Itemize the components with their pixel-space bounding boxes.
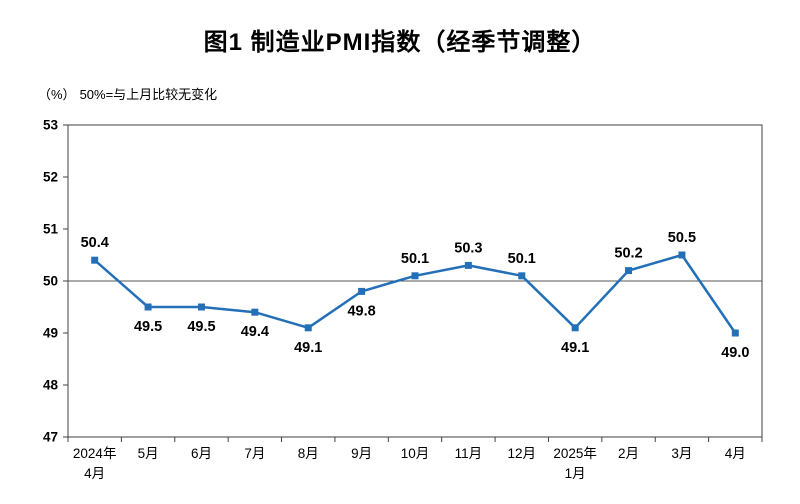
data-point-label: 50.4	[81, 235, 109, 251]
data-point-marker	[304, 324, 312, 332]
data-point-label: 50.1	[508, 251, 536, 267]
data-point-marker	[518, 272, 526, 280]
x-axis-tick-label: 6月	[191, 446, 212, 461]
data-point-marker	[731, 329, 739, 337]
data-point-label: 50.2	[614, 246, 642, 262]
y-axis-unit-label: （%）	[38, 87, 76, 102]
data-point-marker	[625, 267, 633, 275]
y-axis-tick-label: 48	[43, 378, 59, 393]
x-axis-tick-label: 2024年	[73, 446, 117, 461]
reference-note: 50%=与上月比较无变化	[79, 87, 218, 102]
x-axis-tick-label: 4月	[725, 446, 746, 461]
data-point-label: 50.5	[668, 230, 696, 246]
x-axis-tick-label: 2025年	[553, 446, 597, 461]
y-axis-tick-label: 52	[43, 170, 58, 185]
data-point-label: 49.1	[561, 340, 589, 356]
data-point-label: 49.5	[187, 319, 215, 335]
data-point-marker	[571, 324, 579, 332]
x-axis-tick-label: 2月	[618, 446, 639, 461]
data-point-marker	[197, 303, 205, 311]
data-point-label: 49.5	[134, 319, 162, 335]
x-axis-tick-label: 12月	[508, 446, 537, 461]
data-point-marker	[144, 303, 152, 311]
y-axis-tick-label: 47	[43, 430, 58, 445]
data-point-label: 49.1	[294, 340, 322, 356]
data-point-label: 49.0	[721, 345, 749, 361]
data-point-marker	[678, 251, 686, 259]
data-point-label: 49.8	[347, 303, 375, 319]
x-axis-tick-label: 4月	[84, 466, 105, 481]
chart-title: 图1 制造业PMI指数（经季节调整）	[203, 29, 597, 56]
x-axis-tick-label: 8月	[298, 446, 319, 461]
data-point-label: 49.4	[241, 324, 269, 340]
y-axis-tick-label: 51	[43, 222, 59, 237]
data-point-marker	[464, 261, 472, 269]
x-axis-tick-label: 5月	[138, 446, 159, 461]
data-point-marker	[251, 308, 259, 316]
data-point-marker	[358, 287, 366, 295]
data-point-label: 50.1	[401, 251, 429, 267]
x-axis-tick-label: 3月	[671, 446, 692, 461]
x-axis-tick-label: 11月	[455, 446, 483, 461]
axis-note-row: （%） 50%=与上月比较无变化	[38, 84, 217, 103]
y-axis-tick-label: 49	[43, 326, 58, 341]
data-point-marker	[411, 272, 419, 280]
x-axis-tick-label: 9月	[351, 446, 372, 461]
x-axis-tick-label: 10月	[401, 446, 430, 461]
y-axis-tick-label: 53	[43, 118, 59, 133]
data-point-marker	[91, 256, 99, 264]
data-point-label: 50.3	[454, 240, 482, 256]
x-axis-tick-label: 7月	[244, 446, 265, 461]
y-axis-tick-label: 50	[43, 274, 58, 289]
x-axis-tick-label: 1月	[565, 466, 586, 481]
